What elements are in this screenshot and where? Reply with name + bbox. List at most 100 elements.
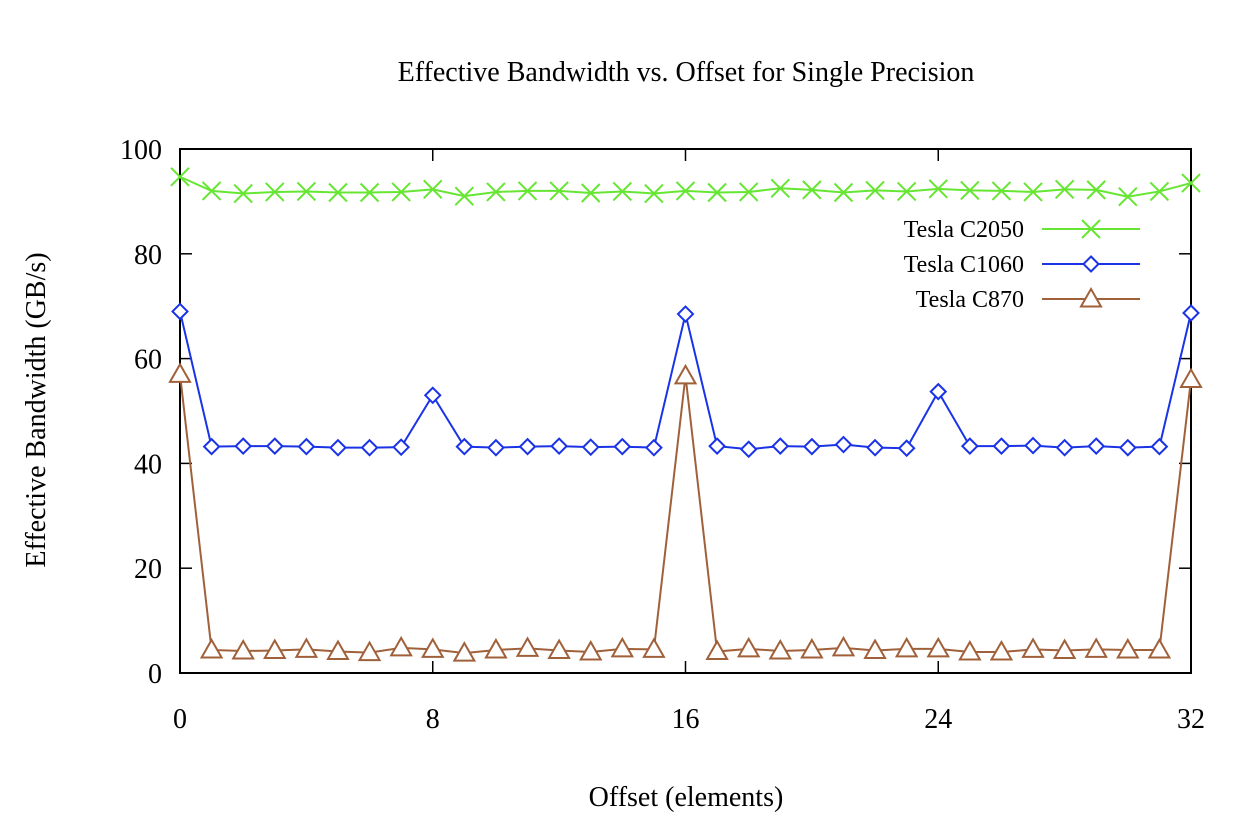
data-point	[1150, 437, 1169, 456]
data-point	[705, 639, 729, 661]
data-point	[612, 181, 633, 202]
series-1	[171, 302, 1200, 459]
data-point	[265, 437, 284, 456]
legend-label: Tesla C870	[916, 287, 1024, 313]
data-point	[329, 438, 347, 457]
data-point	[454, 186, 475, 206]
data-point	[896, 181, 917, 202]
data-point	[578, 640, 603, 661]
data-point	[802, 180, 822, 200]
data-point	[550, 437, 569, 456]
data-point	[642, 637, 666, 658]
legend-label: Tesla C1060	[904, 252, 1024, 278]
data-point	[581, 183, 601, 203]
data-point	[736, 636, 761, 658]
data-point	[676, 305, 695, 323]
data-point	[1147, 637, 1172, 659]
x-tick-label: 16	[672, 704, 700, 735]
data-point	[1181, 173, 1201, 193]
data-point	[866, 438, 884, 457]
data-point	[610, 636, 635, 658]
data-point	[1118, 438, 1137, 457]
data-point	[707, 182, 727, 203]
data-point	[865, 180, 885, 201]
data-point	[989, 640, 1014, 661]
data-point	[452, 641, 477, 662]
data-point	[771, 437, 790, 456]
data-point	[644, 183, 664, 204]
data-point	[833, 182, 854, 203]
legend: Tesla C2050 Tesla C1060 Tesla C870	[904, 217, 1140, 313]
data-point	[958, 640, 982, 661]
data-point	[1179, 367, 1203, 389]
data-point	[297, 437, 316, 456]
x-tick-label: 0	[173, 704, 187, 735]
data-point	[294, 637, 319, 658]
data-point	[265, 182, 285, 202]
data-point	[455, 437, 474, 456]
data-point	[768, 638, 793, 660]
chart-title: Effective Bandwidth vs. Offset for Singl…	[398, 57, 975, 88]
data-point	[1021, 637, 1045, 658]
data-point	[547, 638, 571, 659]
data-point	[739, 440, 758, 459]
data-point	[1086, 180, 1106, 200]
legend-marker	[1081, 219, 1101, 239]
data-point	[486, 182, 506, 202]
plot-frame	[179, 148, 1192, 674]
data-point	[360, 438, 379, 457]
data-point	[960, 180, 980, 201]
data-point	[708, 437, 727, 456]
y-tick-label: 60	[134, 345, 162, 376]
data-point	[518, 437, 537, 456]
data-point	[484, 637, 508, 659]
x-axis-title: Offset (elements)	[589, 782, 784, 813]
data-point	[1052, 638, 1077, 659]
y-tick-label: 0	[148, 659, 162, 690]
data-point	[234, 437, 253, 456]
axis-ticks: 0 8 16 24 32 0 20 40 60 80 100	[120, 135, 1205, 735]
data-point	[863, 638, 887, 659]
series-layer	[168, 167, 1203, 662]
data-point	[673, 363, 698, 385]
data-point	[1182, 304, 1200, 322]
data-point	[831, 635, 856, 657]
data-point	[263, 638, 287, 659]
data-point	[1118, 186, 1138, 207]
data-point	[1055, 438, 1074, 457]
data-point	[644, 438, 663, 457]
data-point	[359, 182, 380, 203]
data-point	[1054, 179, 1075, 200]
data-point	[389, 635, 413, 657]
data-point	[357, 640, 382, 662]
data-point	[834, 435, 853, 454]
data-point	[991, 181, 1012, 201]
data-point	[168, 362, 192, 383]
data-point	[231, 638, 255, 660]
data-point	[423, 179, 443, 200]
data-point	[423, 386, 442, 405]
data-point	[421, 637, 445, 658]
data-point	[675, 181, 696, 201]
data-point	[613, 437, 632, 456]
y-tick-label: 100	[120, 135, 162, 166]
data-point	[897, 439, 916, 458]
data-point	[581, 438, 600, 457]
x-tick-label: 32	[1177, 704, 1205, 735]
data-point	[960, 437, 979, 456]
data-point	[929, 382, 948, 401]
data-point	[770, 178, 790, 199]
data-point	[1087, 437, 1106, 456]
data-point	[1024, 436, 1042, 455]
data-point	[170, 167, 190, 187]
data-point	[549, 181, 569, 201]
data-point	[392, 438, 411, 457]
data-point	[1023, 182, 1043, 202]
data-point	[515, 636, 540, 657]
data-point	[928, 179, 948, 199]
data-point	[202, 437, 221, 456]
data-point	[738, 182, 759, 202]
data-point	[233, 183, 253, 204]
data-point	[894, 636, 919, 658]
data-point	[201, 181, 222, 201]
